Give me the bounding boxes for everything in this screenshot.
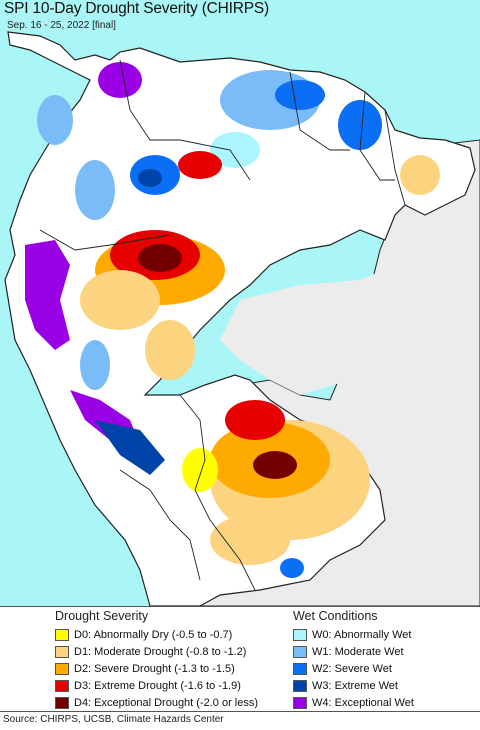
drought-legend-item: D3: Extreme Drought (-1.6 to -1.9) xyxy=(55,677,258,694)
legend: Drought Severity D0: Abnormally Dry (-0.… xyxy=(0,607,480,712)
drought-swatch xyxy=(55,628,69,641)
map-subtitle: Sep. 16 - 25, 2022 [final] xyxy=(7,20,116,31)
drought-legend: Drought Severity D0: Abnormally Dry (-0.… xyxy=(55,609,258,711)
wet-swatch xyxy=(293,679,307,692)
drought-legend-item: D0: Abnormally Dry (-0.5 to -0.7) xyxy=(55,626,258,643)
drought-swatch xyxy=(55,645,69,658)
wet-legend-label: W0: Abnormally Wet xyxy=(312,628,412,641)
drought-patch xyxy=(178,151,222,179)
drought-legend-label: D0: Abnormally Dry (-0.5 to -0.7) xyxy=(74,628,233,641)
drought-legend-label: D2: Severe Drought (-1.3 to -1.5) xyxy=(74,662,235,675)
drought-legend-item: D1: Moderate Drought (-0.8 to -1.2) xyxy=(55,643,258,660)
wet-patch xyxy=(80,340,110,390)
map-canvas xyxy=(0,0,480,606)
wet-patch xyxy=(25,240,70,350)
severity-patches xyxy=(25,62,462,578)
drought-legend-label: D3: Extreme Drought (-1.6 to -1.9) xyxy=(74,679,241,692)
wet-swatch xyxy=(293,645,307,658)
wet-swatch xyxy=(293,662,307,675)
wet-patch xyxy=(98,62,142,98)
drought-patch xyxy=(182,448,218,492)
wet-legend-item: W4: Exceptional Wet xyxy=(293,694,414,711)
wet-legend-item: W0: Abnormally Wet xyxy=(293,626,414,643)
wet-legend: Wet Conditions W0: Abnormally Wet W1: Mod… xyxy=(293,609,414,711)
wet-legend-label: W1: Moderate Wet xyxy=(312,645,404,658)
wet-patch xyxy=(37,95,73,145)
drought-map: SPI 10-Day Drought Severity (CHIRPS) Sep… xyxy=(0,0,480,607)
drought-swatch xyxy=(55,679,69,692)
wet-patch xyxy=(75,160,115,220)
interior-gap xyxy=(220,265,405,395)
wet-patch xyxy=(138,169,162,187)
wet-patch xyxy=(275,80,325,110)
drought-legend-item: D4: Exceptional Drought (-2.0 or less) xyxy=(55,694,258,711)
wet-legend-item: W3: Extreme Wet xyxy=(293,677,414,694)
wet-legend-item: W2: Severe Wet xyxy=(293,660,414,677)
drought-swatch xyxy=(55,696,69,709)
drought-patch xyxy=(80,270,160,330)
wet-legend-label: W4: Exceptional Wet xyxy=(312,696,414,709)
wet-swatch xyxy=(293,628,307,641)
drought-patch xyxy=(210,515,290,565)
drought-patch xyxy=(138,244,182,272)
drought-swatch xyxy=(55,662,69,675)
drought-legend-item: D2: Severe Drought (-1.3 to -1.5) xyxy=(55,660,258,677)
wet-patch xyxy=(280,558,304,578)
wet-patch xyxy=(338,100,382,150)
source-credit: Source: CHIRPS, UCSB, Climate Hazards Ce… xyxy=(3,714,224,725)
drought-patch xyxy=(225,400,285,440)
drought-patch xyxy=(400,155,440,195)
wet-patch xyxy=(210,132,260,168)
drought-legend-label: D1: Moderate Drought (-0.8 to -1.2) xyxy=(74,645,247,658)
wet-legend-label: W2: Severe Wet xyxy=(312,662,392,675)
wet-swatch xyxy=(293,696,307,709)
wet-legend-item: W1: Moderate Wet xyxy=(293,643,414,660)
drought-patch xyxy=(253,451,297,479)
map-title: SPI 10-Day Drought Severity (CHIRPS) xyxy=(4,0,269,17)
drought-legend-label: D4: Exceptional Drought (-2.0 or less) xyxy=(74,696,259,709)
country-borders xyxy=(39,59,406,591)
wet-legend-label: W3: Extreme Wet xyxy=(312,679,398,692)
drought-legend-heading: Drought Severity xyxy=(55,609,149,623)
wet-legend-heading: Wet Conditions xyxy=(293,609,378,623)
wet-patch xyxy=(95,420,165,475)
drought-patch xyxy=(145,320,195,380)
